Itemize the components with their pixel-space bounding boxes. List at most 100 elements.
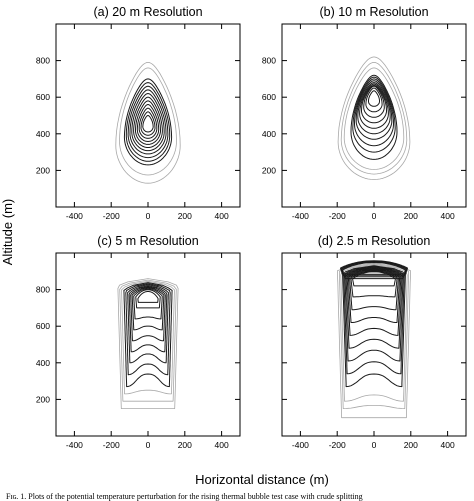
contour-group — [115, 62, 181, 184]
contour-line-2 — [121, 281, 175, 395]
contour-line-3 — [342, 265, 406, 388]
contour-line-13 — [341, 261, 407, 278]
panels-group: -400 -200 0 200 400 200 400 600 800 (a) 20 m Reso… — [36, 5, 467, 450]
contour-line-6 — [345, 267, 403, 349]
contour-line-11 — [352, 271, 396, 287]
contour-line-9 — [133, 288, 163, 320]
x-tick-label: -400 — [292, 211, 309, 221]
panel-b: -400 -200 0 200 400 200 400 600 800 (b) 10 m Reso… — [262, 5, 467, 221]
contour-line-10 — [350, 270, 398, 298]
contour-line-5 — [354, 78, 394, 147]
y-tick-label: 600 — [36, 321, 50, 331]
y-tick-label: 800 — [262, 56, 276, 66]
x-tick-label: 0 — [372, 211, 377, 221]
contour-line-8 — [135, 100, 161, 145]
contour-line-0 — [115, 62, 181, 184]
contour-line-8 — [347, 269, 401, 323]
x-tick-label: 400 — [215, 211, 229, 221]
contour-line-12 — [368, 90, 380, 107]
x-tick-label: -200 — [329, 440, 346, 450]
panel-title: (c) 5 m Resolution — [97, 234, 198, 248]
contour-line-11 — [365, 87, 383, 113]
contour-line-5 — [127, 284, 169, 364]
y-tick-label: 400 — [36, 358, 50, 368]
contour-line-11 — [140, 111, 156, 136]
contour-line-10 — [138, 107, 158, 139]
x-tick-label: 400 — [441, 211, 455, 221]
contour-line-2 — [340, 264, 408, 402]
panel-d: -400 -200 0 200 400 (d) 2.5 m Resolution — [281, 234, 467, 450]
panel-a: -400 -200 0 200 400 200 400 600 800 (a) 20 m Reso… — [36, 5, 241, 221]
contour-line-6 — [131, 93, 165, 152]
y-tick-label: 400 — [36, 129, 50, 139]
contour-line-9 — [361, 84, 387, 124]
contour-group — [337, 260, 411, 419]
contour-line-15 — [340, 260, 408, 275]
contour-line-1 — [119, 279, 177, 402]
y-tick-label: 600 — [36, 92, 50, 102]
contour-line-0 — [117, 278, 179, 409]
contour-line-14 — [340, 260, 408, 276]
contour-line-12 — [342, 262, 406, 280]
y-tick-label: 800 — [36, 285, 50, 295]
x-tick-label: 400 — [215, 440, 229, 450]
contour-line-7 — [357, 82, 391, 135]
contour-line-5 — [129, 89, 167, 155]
x-axis-title: Horizontal distance (m) — [195, 472, 329, 487]
contour-line-9 — [349, 269, 399, 311]
plot-frame — [281, 252, 467, 437]
x-tick-label: -200 — [329, 211, 346, 221]
contour-line-6 — [355, 80, 393, 140]
y-tick-label: 200 — [36, 165, 50, 175]
contour-line-12 — [142, 115, 154, 133]
y-axis-title: Altitude (m) — [0, 199, 15, 265]
panel-title: (b) 10 m Resolution — [319, 5, 428, 19]
contour-line-8 — [131, 287, 165, 331]
contour-line-0 — [337, 262, 411, 419]
x-tick-label: 0 — [372, 440, 377, 450]
y-tick-label: 600 — [262, 92, 276, 102]
contour-group — [337, 56, 411, 180]
x-tick-label: -400 — [66, 440, 83, 450]
x-tick-label: -200 — [103, 440, 120, 450]
contour-line-4 — [125, 283, 171, 376]
contour-line-2 — [343, 67, 405, 170]
x-tick-label: -200 — [103, 211, 120, 221]
contour-line-0 — [337, 56, 411, 180]
contour-line-1 — [119, 67, 177, 176]
x-tick-label: 0 — [146, 440, 151, 450]
y-tick-label: 200 — [262, 165, 276, 175]
panel-title: (d) 2.5 m Resolution — [318, 234, 431, 248]
panel-title: (a) 20 m Resolution — [93, 5, 202, 19]
contour-line-3 — [123, 282, 173, 388]
x-tick-label: 0 — [146, 211, 151, 221]
contour-line-7 — [133, 96, 163, 148]
panel-c: -400 -200 0 200 400 200 400 600 800 (c) 5 m Resol… — [36, 234, 241, 450]
contour-line-5 — [344, 266, 404, 362]
contour-line-2 — [123, 78, 173, 166]
x-tick-label: 200 — [404, 211, 418, 221]
x-tick-label: -400 — [292, 440, 309, 450]
figure-caption: Fɪɢ. 1. Plots of the potential temperatu… — [6, 492, 363, 501]
contour-line-11 — [137, 290, 159, 303]
contour-line-8 — [359, 83, 389, 129]
contour-line-4 — [343, 266, 405, 375]
x-tick-label: 400 — [441, 440, 455, 450]
contour-line-9 — [136, 104, 160, 142]
y-tick-label: 200 — [36, 394, 50, 404]
contour-line-3 — [125, 82, 171, 162]
x-tick-label: 200 — [404, 440, 418, 450]
contour-line-7 — [346, 268, 402, 336]
contour-line-4 — [352, 76, 396, 153]
x-tick-label: 200 — [178, 211, 192, 221]
contour-line-3 — [350, 74, 398, 160]
contour-line-4 — [127, 85, 169, 159]
contour-line-10 — [135, 289, 161, 309]
contour-line-7 — [130, 286, 166, 342]
y-tick-label: 400 — [262, 129, 276, 139]
x-tick-label: -400 — [66, 211, 83, 221]
contour-group — [117, 278, 179, 409]
contour-line-1 — [339, 263, 409, 409]
y-tick-label: 800 — [36, 56, 50, 66]
